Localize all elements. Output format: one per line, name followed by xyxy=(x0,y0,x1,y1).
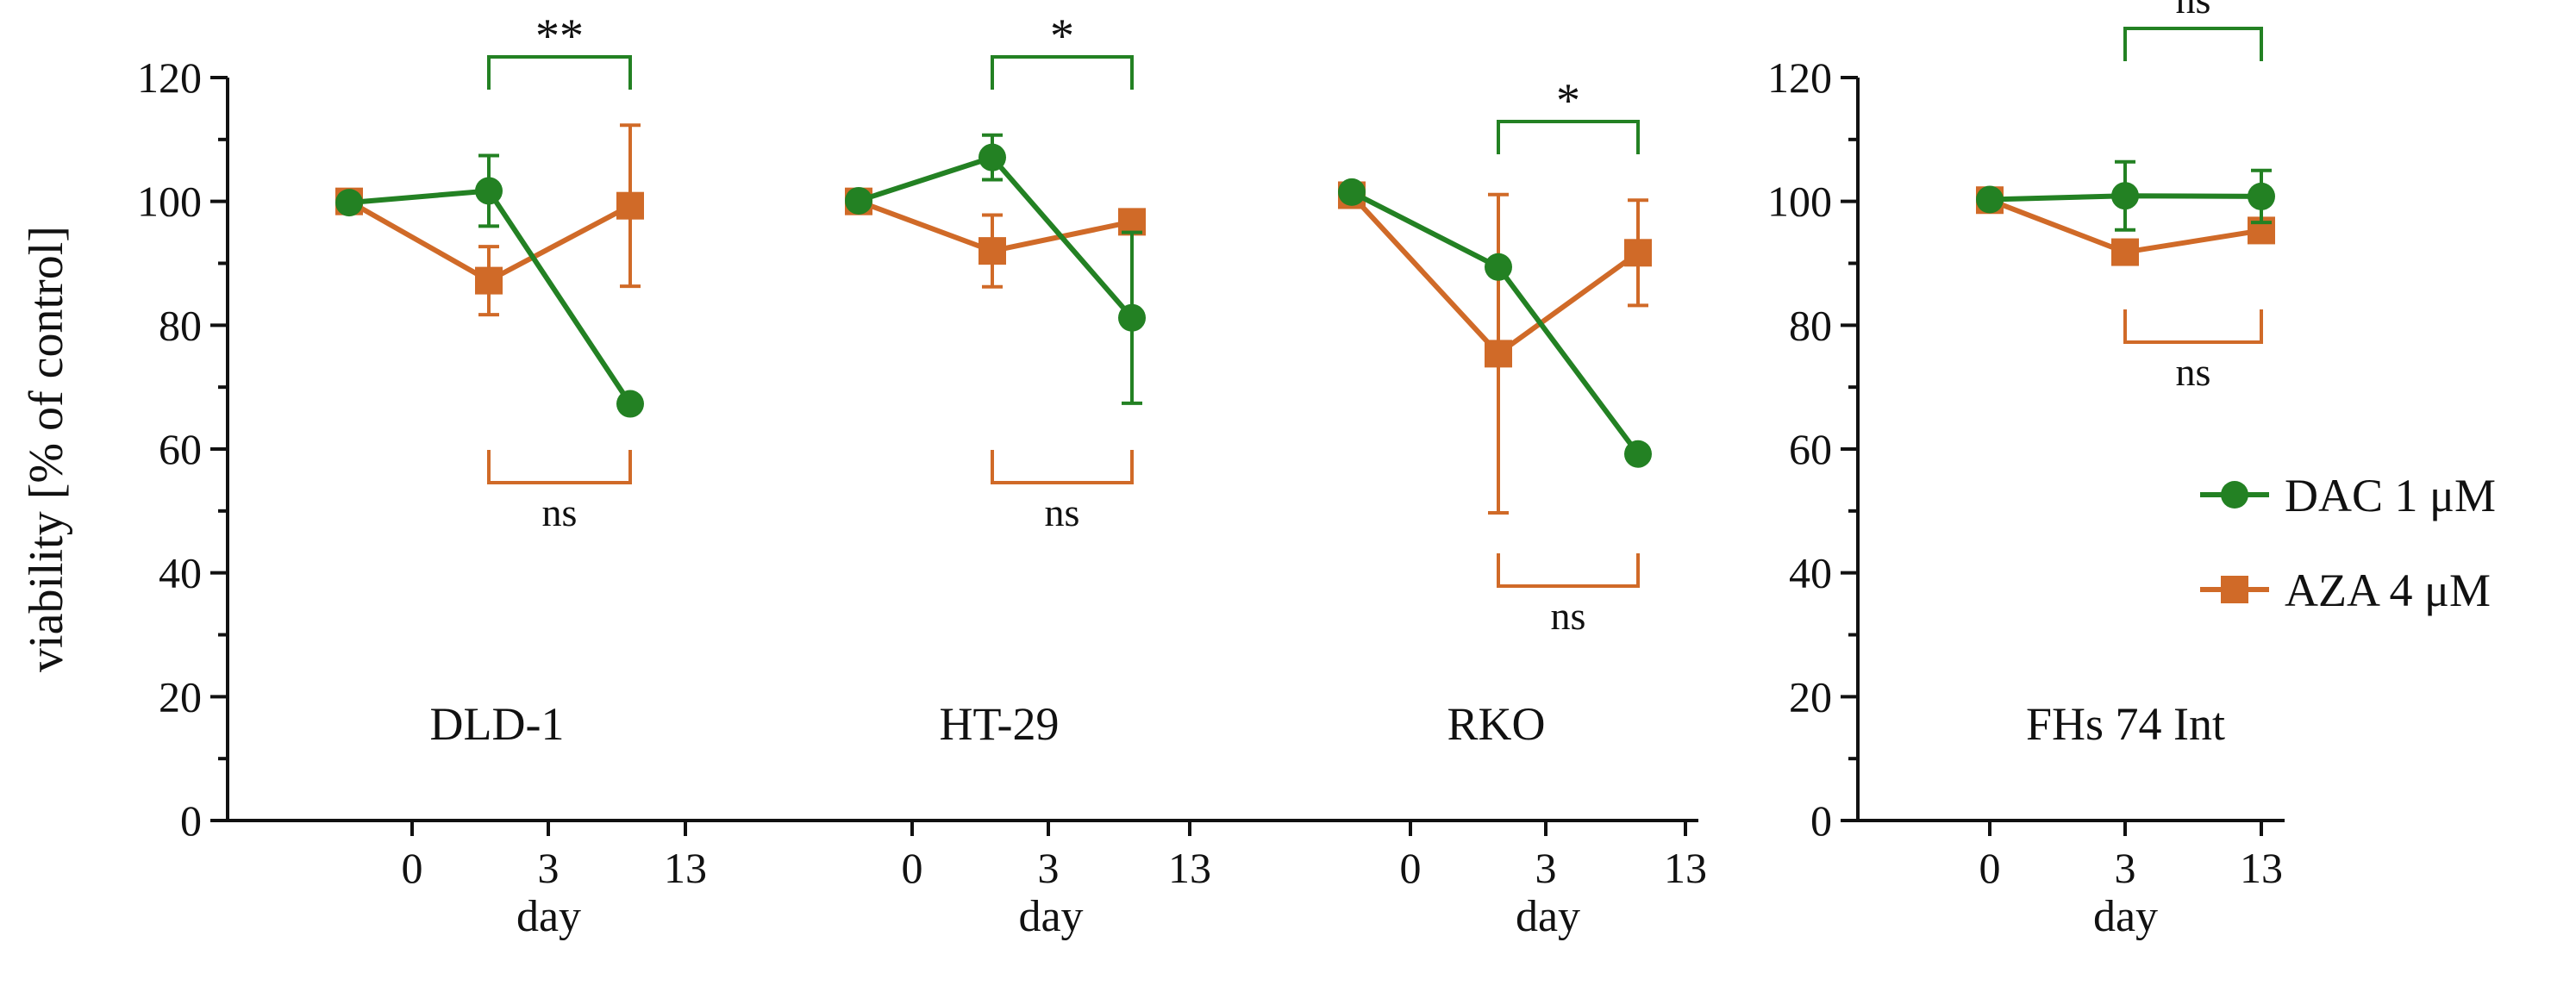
x-tick-label: 0 xyxy=(1400,844,1422,892)
sig-bracket-dac-line xyxy=(991,55,1134,90)
dac-point xyxy=(1624,440,1652,468)
x-tick-label: 3 xyxy=(538,844,560,892)
dac-point xyxy=(1118,303,1146,332)
sig-label-aza: ns xyxy=(2176,350,2211,394)
right-y-tick-label: 20 xyxy=(1789,672,1832,721)
sig-label-dac: * xyxy=(1050,9,1074,63)
left-y-tick-label: 120 xyxy=(137,53,202,102)
dac-point xyxy=(475,177,503,205)
aza-point xyxy=(616,191,644,220)
y-axis-label: viability [% of control] xyxy=(20,226,73,672)
sig-label-dac: ns xyxy=(2176,0,2211,22)
sig-bracket-aza-line xyxy=(991,450,1134,484)
dac-series xyxy=(1976,159,2275,232)
left-y-axis: 0 20 40 60 80 100 120 xyxy=(137,53,229,845)
right-y-tick-label: 0 xyxy=(1810,796,1832,845)
dac-series xyxy=(845,133,1146,405)
dac-point xyxy=(1485,253,1512,281)
sig-bracket-aza-line xyxy=(487,450,632,484)
aza-point xyxy=(2111,238,2139,266)
sig-bracket-dac-line xyxy=(2123,27,2263,61)
sig-bracket-aza: ns xyxy=(487,450,632,534)
sig-label-aza: ns xyxy=(542,490,578,534)
aza-point xyxy=(475,266,503,295)
sig-bracket-aza: ns xyxy=(991,450,1134,534)
sig-bracket-aza: ns xyxy=(2123,309,2263,394)
aza-point xyxy=(2221,576,2248,603)
right-y-tick-label: 40 xyxy=(1789,549,1832,597)
dac-legend-label: DAC 1 μM xyxy=(2285,470,2496,521)
sig-bracket-aza-line xyxy=(1497,553,1640,588)
panel-ht-29: 0 3 13 day HT-29 * ns xyxy=(845,9,1211,941)
x-tick-label: 13 xyxy=(2240,844,2283,892)
x-tick-label: 13 xyxy=(1168,844,1211,892)
aza-point xyxy=(1624,239,1652,267)
aza-series xyxy=(845,187,1146,289)
sig-bracket-dac: ** xyxy=(487,9,632,90)
right-y-tick-label: 100 xyxy=(1767,178,1832,226)
x-tick-label: 13 xyxy=(1664,844,1707,892)
sig-bracket-dac: * xyxy=(1497,74,1640,154)
x-axis-label: day xyxy=(516,892,581,941)
right-y-axis: 0 20 40 60 80 100 120 xyxy=(1767,53,1860,845)
left-y-tick-label: 20 xyxy=(159,672,202,721)
right-y-tick-label: 60 xyxy=(1789,425,1832,473)
sig-label-dac: ** xyxy=(535,9,584,63)
x-tick-label: 0 xyxy=(402,844,423,892)
aza-point xyxy=(1485,340,1512,368)
dac-point xyxy=(1976,185,2004,214)
x-tick-label: 3 xyxy=(1535,844,1557,892)
x-tick-label: 3 xyxy=(2115,844,2136,892)
panel-name: HT-29 xyxy=(939,698,1059,750)
panel-name: RKO xyxy=(1447,698,1545,750)
sig-label-aza: ns xyxy=(1045,490,1080,534)
panel-fhs-74-int: 0 3 13 day FHs 74 Int ns ns xyxy=(1976,0,2283,941)
dac-point xyxy=(979,143,1006,172)
left-y-tick-label: 60 xyxy=(159,425,202,473)
sig-bracket-aza: ns xyxy=(1497,553,1640,638)
left-y-tick-label: 80 xyxy=(159,301,202,349)
panel-dld-1: 0 3 13 day DLD-1 ** ns xyxy=(335,9,707,941)
sig-bracket-aza-line xyxy=(2123,309,2263,344)
x-axis-label: day xyxy=(1018,892,1083,941)
dac-point xyxy=(845,186,872,215)
legend: DAC 1 μM AZA 4 μM xyxy=(2200,470,2496,616)
dac-point xyxy=(2248,182,2275,210)
x-axis-label: day xyxy=(2093,892,2158,941)
aza-legend-label: AZA 4 μM xyxy=(2285,565,2491,616)
dac-point xyxy=(2111,182,2139,210)
dac-point xyxy=(335,189,363,217)
panel-name: FHs 74 Int xyxy=(2026,698,2225,750)
dac-series xyxy=(335,153,644,418)
dac-point xyxy=(616,390,644,418)
panel-rko: 0 3 13 day RKO * ns xyxy=(1338,74,1707,941)
left-y-tick-label: 0 xyxy=(180,796,202,845)
aza-series xyxy=(1338,181,1652,515)
sig-bracket-dac-line xyxy=(487,55,632,90)
x-tick-label: 0 xyxy=(902,844,923,892)
right-y-tick-label: 120 xyxy=(1767,53,1832,102)
sig-label-dac: * xyxy=(1556,74,1580,128)
right-y-tick-label: 80 xyxy=(1789,301,1832,349)
left-y-tick-label: 40 xyxy=(159,549,202,597)
x-tick-label: 13 xyxy=(664,844,707,892)
dac-point xyxy=(2221,481,2248,509)
x-tick-label: 3 xyxy=(1038,844,1060,892)
dac-point xyxy=(1338,178,1366,206)
panel-name: DLD-1 xyxy=(430,698,565,750)
sig-bracket-dac-line xyxy=(1497,120,1640,154)
x-tick-label: 0 xyxy=(1979,844,2001,892)
sig-label-aza: ns xyxy=(1551,594,1586,638)
left-y-tick-label: 100 xyxy=(137,178,202,226)
x-axis-label: day xyxy=(1516,892,1580,941)
sig-bracket-dac: * xyxy=(991,9,1134,90)
sig-bracket-dac: ns xyxy=(2123,0,2263,61)
dac-series xyxy=(1338,178,1652,468)
aza-point xyxy=(979,237,1006,265)
dac-line xyxy=(1350,190,1641,456)
